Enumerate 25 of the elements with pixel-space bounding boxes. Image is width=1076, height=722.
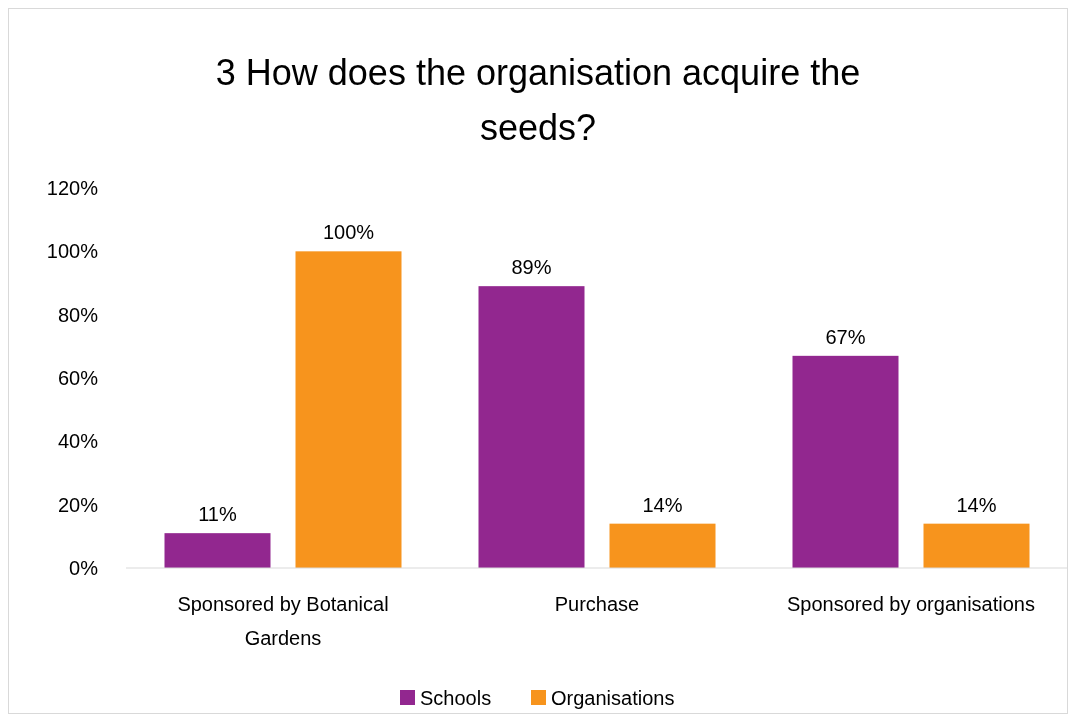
data-label: 100% [322, 221, 375, 244]
x-tick-label: Sponsored by organisations [787, 593, 1035, 615]
data-label: 14% [642, 493, 683, 516]
y-tick-label: 120% [46, 177, 99, 199]
data-label: 89% [511, 256, 552, 279]
legend-label: Schools [420, 687, 492, 709]
y-tick-label: 60% [57, 367, 99, 389]
y-tick-label: 20% [57, 493, 99, 516]
bar [792, 355, 899, 568]
data-label: 67% [825, 325, 866, 348]
y-tick-label: 40% [57, 430, 99, 453]
x-tick-label: Sponsored by Botanical Gardens [177, 593, 389, 649]
y-tick-label: 0% [69, 557, 99, 579]
x-tick-label: Purchase [554, 593, 640, 615]
bar [295, 251, 402, 568]
bar [478, 286, 585, 568]
legend-label: Organisations [551, 687, 675, 709]
bar [923, 523, 1030, 568]
data-label: 11% [198, 503, 237, 526]
y-tick-label: 100% [46, 240, 99, 263]
y-tick-label: 80% [57, 303, 99, 326]
data-label: 14% [956, 493, 997, 516]
bar [609, 523, 716, 568]
chart-title: 3 How does the organisation acquire the seeds? [215, 52, 861, 148]
bar [164, 533, 271, 568]
